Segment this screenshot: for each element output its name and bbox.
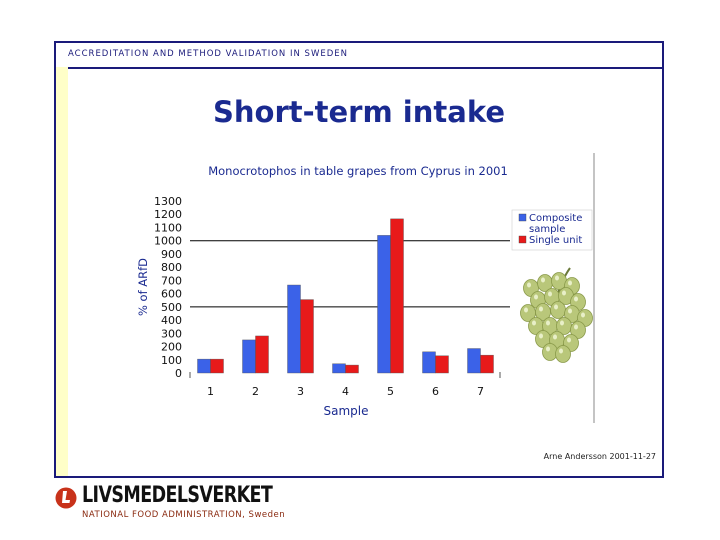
y-tick-label: 900 (161, 248, 182, 261)
bar-composite-4 (332, 363, 346, 374)
slide-frame: ACCREDITATION AND METHOD VALIDATION IN S… (54, 41, 664, 478)
y-tick-label: 200 (161, 341, 182, 354)
x-tick-label: 6 (432, 385, 439, 398)
y-tick-label: 400 (161, 314, 182, 327)
grape-highlight (539, 333, 543, 339)
grape-highlight (581, 312, 585, 318)
y-tick-label: 800 (161, 261, 182, 274)
grape-highlight (546, 346, 550, 352)
x-tick-label: 5 (387, 385, 394, 398)
grape-bunch-image (520, 267, 593, 363)
logo-icon (55, 487, 77, 509)
bar-single-4 (345, 364, 359, 374)
y-tick-label: 1100 (154, 221, 182, 234)
grape (555, 345, 571, 363)
grape-highlight (559, 348, 563, 354)
grape-highlight (560, 320, 564, 326)
date-label: Arne Andersson 2001-11-27 (543, 452, 656, 461)
x-axis-label: Sample (324, 404, 369, 418)
grape-highlight (539, 306, 543, 312)
bar-composite-2 (242, 339, 256, 374)
y-tick-label: 1000 (154, 235, 182, 248)
y-tick-label: 700 (161, 274, 182, 287)
grape-highlight (524, 307, 528, 313)
legend-label: sample (529, 224, 565, 235)
bar-composite-3 (287, 284, 301, 374)
grape-highlight (553, 334, 557, 340)
y-tick-label: 1200 (154, 208, 182, 221)
grape (542, 343, 558, 361)
y-tick-label: 300 (161, 327, 182, 340)
grape-highlight (567, 337, 571, 343)
grape-highlight (568, 308, 572, 314)
bar-single-7 (480, 354, 494, 374)
bar-single-3 (300, 299, 314, 374)
chart-title: Monocrotophos in table grapes from Cypru… (208, 164, 508, 178)
y-tick-label: 1300 (154, 195, 182, 208)
grape-highlight (534, 294, 538, 300)
grape-highlight (555, 275, 559, 281)
x-tick-label: 3 (297, 385, 304, 398)
bar-composite-5 (377, 235, 391, 374)
grape-highlight (568, 280, 572, 286)
grape-highlight (574, 296, 578, 302)
y-tick-label: 600 (161, 288, 182, 301)
x-tick-label: 1 (207, 385, 214, 398)
grape-highlight (546, 320, 550, 326)
legend-swatch (518, 213, 527, 222)
legend-label: Composite (529, 213, 582, 224)
y-tick-label: 0 (175, 367, 182, 380)
bar-single-6 (435, 355, 449, 374)
grape-highlight (548, 291, 552, 297)
grape-highlight (527, 282, 531, 288)
logo-wordmark: LIVSMEDELSVERKET (82, 483, 273, 508)
bar-composite-7 (467, 348, 481, 374)
header-text: ACCREDITATION AND METHOD VALIDATION IN S… (68, 49, 348, 59)
grape (570, 321, 586, 339)
grape-highlight (541, 277, 545, 283)
bar-composite-6 (422, 351, 436, 374)
x-tick-label: 7 (477, 385, 484, 398)
slide-title: Short-term intake (213, 95, 505, 129)
y-tick-label: 100 (161, 354, 182, 367)
grape-highlight (532, 320, 536, 326)
legend-label: Single unit (529, 235, 582, 246)
legend-swatch (518, 235, 527, 244)
header-band: ACCREDITATION AND METHOD VALIDATION IN S… (56, 43, 662, 69)
bar-single-2 (255, 335, 269, 374)
grape-highlight (554, 304, 558, 310)
y-tick-label: 500 (161, 301, 182, 314)
grape (550, 301, 566, 319)
bar-single-5 (390, 218, 404, 374)
bar-composite-1 (197, 358, 211, 374)
yellow-side-bar (56, 67, 68, 476)
x-tick-label: 4 (342, 385, 349, 398)
grape-highlight (574, 324, 578, 330)
y-axis-label: % of ARfD (136, 258, 150, 316)
logo-subtitle: NATIONAL FOOD ADMINISTRATION, Sweden (82, 510, 286, 520)
bar-single-1 (210, 358, 224, 374)
grape-highlight (562, 290, 566, 296)
x-tick-label: 2 (252, 385, 259, 398)
